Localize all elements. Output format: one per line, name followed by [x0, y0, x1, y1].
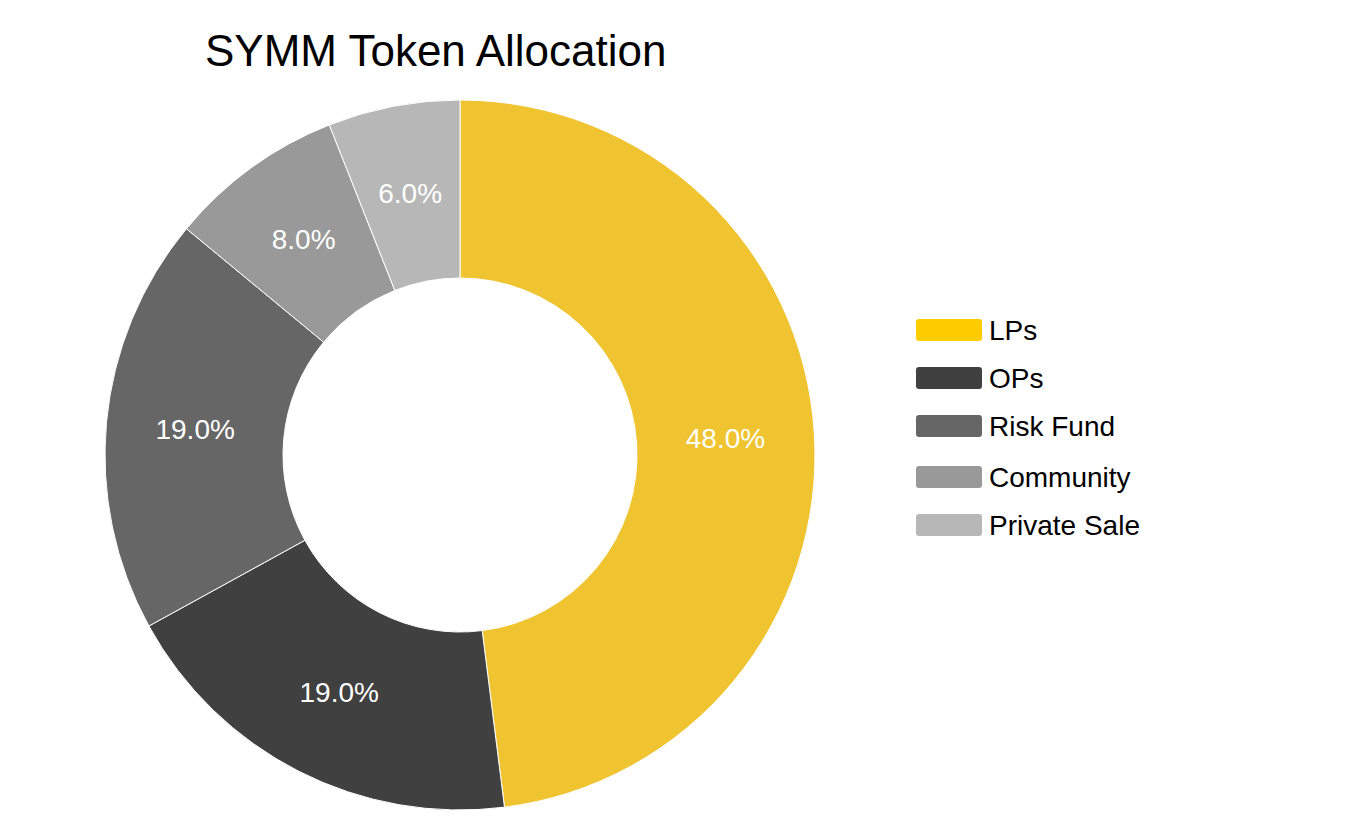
data-label: 8.0% — [272, 224, 336, 255]
data-label: 6.0% — [378, 178, 442, 209]
legend-label: Risk Fund — [989, 411, 1115, 442]
chart: SYMM Token Allocation 48.0% 19.0% 19.0% 8.0%… — [0, 0, 1367, 833]
legend-label: Community — [989, 462, 1131, 493]
legend-swatch — [916, 466, 982, 488]
legend-item: Community — [916, 462, 1131, 493]
pie — [105, 100, 815, 810]
chart-title: SYMM Token Allocation — [205, 26, 666, 75]
legend-item: OPs — [916, 363, 1043, 394]
legend-label: OPs — [989, 363, 1043, 394]
legend-label: LPs — [989, 315, 1037, 346]
legend-swatch — [916, 415, 982, 437]
data-labels: 48.0% 19.0% 19.0% 8.0% 6.0% — [155, 178, 765, 707]
legend-item: Private Sale — [916, 510, 1140, 541]
pie-slice — [329, 100, 460, 290]
legend-swatch — [916, 319, 982, 341]
legend-item: LPs — [916, 315, 1037, 346]
data-label: 48.0% — [686, 423, 765, 454]
pie-slice — [460, 100, 815, 807]
legend-swatch — [916, 367, 982, 389]
legend-swatch — [916, 514, 982, 536]
data-label: 19.0% — [155, 414, 234, 445]
legend: LPs OPs Risk Fund Community Private Sale — [916, 315, 1140, 541]
legend-item: Risk Fund — [916, 411, 1115, 442]
legend-label: Private Sale — [989, 510, 1140, 541]
data-label: 19.0% — [300, 677, 379, 708]
